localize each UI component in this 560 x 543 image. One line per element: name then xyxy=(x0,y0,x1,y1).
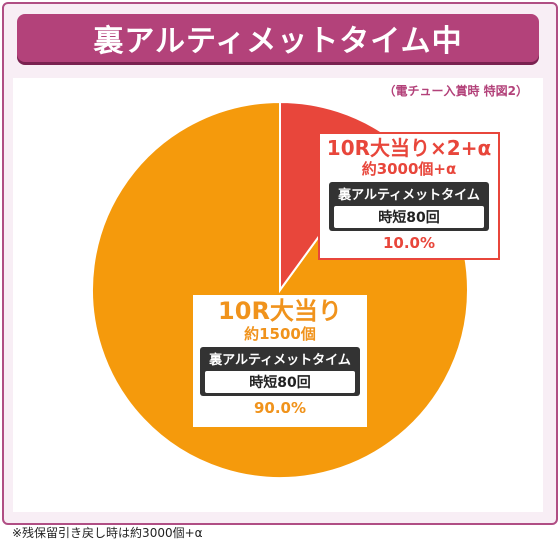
slice-label-title: 10R大当り×2+α xyxy=(326,136,492,160)
slice-label-10r: 10R大当り 約1500個 裏アルティメットタイム 時短80回 90.0% xyxy=(193,295,367,427)
mode-name: 裏アルティメットタイム xyxy=(209,353,351,368)
subtitle: （電チュー入賞時 特図2） xyxy=(383,84,528,98)
slice-label-10r-x2: 10R大当り×2+α 約3000個+α 裏アルティメットタイム 時短80回 10… xyxy=(318,132,500,260)
mode-name: 裏アルティメットタイム xyxy=(338,188,480,203)
mode-badge: 裏アルティメットタイム 時短80回 xyxy=(200,347,360,396)
slice-label-payout: 約1500個 xyxy=(244,325,316,343)
slice-percent: 90.0% xyxy=(253,399,307,417)
chart-title: 裏アルティメットタイム中 xyxy=(17,14,539,62)
slice-percent: 10.0% xyxy=(382,234,436,252)
footnote: ※残保留引き戻し時は約3000個+α xyxy=(12,526,203,540)
slice-label-title: 10R大当り xyxy=(218,297,342,325)
jitan-count: 時短80回 xyxy=(205,371,355,393)
jitan-count: 時短80回 xyxy=(334,206,484,228)
mode-badge: 裏アルティメットタイム 時短80回 xyxy=(329,182,489,231)
slice-label-payout: 約3000個+α xyxy=(361,160,457,178)
